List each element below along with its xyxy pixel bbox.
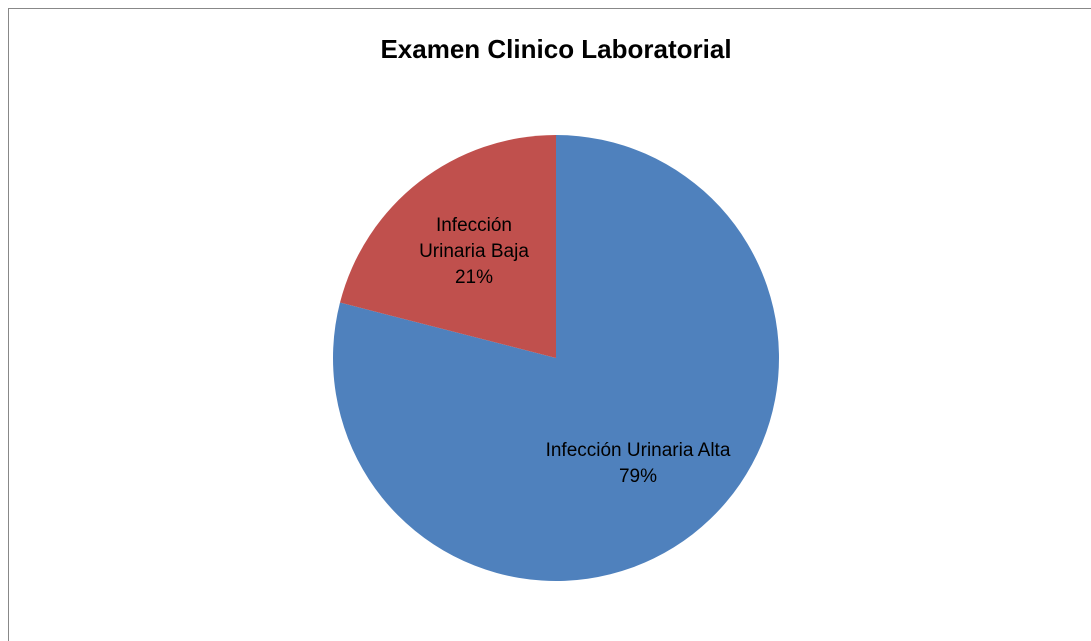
slice-category: Infección Urinaria Alta bbox=[545, 439, 731, 461]
pie-slice bbox=[340, 135, 556, 358]
chart-frame bbox=[8, 8, 1091, 641]
slice-label: Infección Urinaria Alta 79% bbox=[538, 438, 738, 490]
slice-label: Infección Urinaria Baja 21% bbox=[409, 213, 539, 291]
chart-title: Examen Clinico Laboratorial bbox=[380, 34, 731, 64]
slice-value: 21% bbox=[454, 267, 493, 289]
slice-category: Infección Urinaria Baja bbox=[419, 215, 529, 263]
slice-value: 79% bbox=[618, 465, 658, 487]
